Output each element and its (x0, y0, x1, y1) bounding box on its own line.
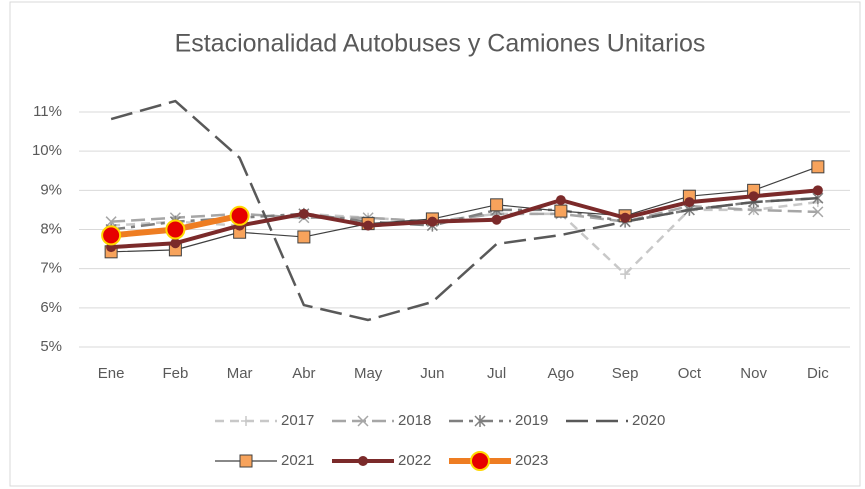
x-tick-label: Jul (487, 365, 506, 382)
x-tick-label: Nov (740, 365, 767, 382)
series-marker-part (297, 230, 311, 244)
x-tick-label: Sep (612, 365, 639, 382)
series-marker (811, 160, 825, 174)
legend-marker (357, 415, 369, 427)
x-tick-label: Mar (227, 365, 253, 382)
series-marker-part (105, 216, 117, 228)
series-marker-part (684, 197, 695, 208)
y-tick-label: 7% (40, 260, 62, 277)
legend-label: 2022 (398, 452, 431, 469)
series-marker (101, 225, 122, 246)
x-tick-label: Feb (162, 365, 188, 382)
series-marker-part (812, 185, 823, 196)
x-tick-label: Oct (678, 365, 702, 382)
legend-marker (241, 416, 251, 426)
legend-marker (239, 454, 253, 468)
series-marker-part (170, 238, 181, 249)
legend-label: 2017 (281, 412, 314, 429)
series-marker-part (555, 195, 566, 206)
series-marker (105, 216, 117, 228)
series-marker (363, 220, 374, 231)
legend-label: 2023 (515, 452, 548, 469)
legend-label: 2018 (398, 412, 431, 429)
y-tick-label: 6% (40, 299, 62, 316)
series-marker-part (165, 219, 186, 240)
series-line (110, 99, 818, 322)
legend-marker (358, 456, 368, 466)
series-marker-part (491, 214, 502, 225)
series-marker-part (554, 204, 568, 218)
series-marker (298, 208, 309, 219)
series-marker-part (490, 198, 504, 212)
y-tick-label: 11% (33, 103, 62, 120)
series-marker (748, 191, 759, 202)
legend-marker-part (470, 451, 490, 471)
series-marker-part (620, 212, 631, 223)
legend-marker-part (358, 456, 368, 466)
series-marker (554, 204, 568, 218)
series-marker-part (811, 160, 825, 174)
legend-marker (474, 415, 486, 427)
series-marker (229, 205, 250, 226)
series-marker (748, 204, 760, 216)
series-marker (491, 214, 502, 225)
x-tick-label: May (354, 365, 383, 382)
series-marker (812, 185, 823, 196)
x-tick-label: Jun (420, 365, 444, 382)
y-tick-label: 9% (40, 181, 62, 198)
series-marker (427, 216, 438, 227)
legend-marker-part (357, 415, 369, 427)
series-marker-part (620, 269, 631, 280)
y-tick-label: 5% (40, 338, 62, 355)
series-marker-part (812, 206, 824, 218)
series-marker (165, 219, 186, 240)
series-marker (812, 206, 824, 218)
series-marker (490, 198, 504, 212)
x-tick-label: Dic (807, 365, 829, 382)
series-marker (620, 212, 631, 223)
series-marker-part (427, 216, 438, 227)
legend-marker (470, 451, 490, 471)
legend-marker-part (239, 454, 253, 468)
series-line (111, 188, 819, 250)
series-marker (297, 230, 311, 244)
y-tick-label: 10% (32, 142, 62, 159)
legend-marker-part (241, 416, 251, 426)
legend-label: 2021 (281, 452, 314, 469)
legend-marker-part (474, 415, 486, 427)
y-tick-label: 8% (40, 220, 62, 237)
series-marker (170, 238, 181, 249)
series-marker (684, 197, 695, 208)
series-line (111, 166, 819, 253)
x-tick-label: Abr (292, 365, 315, 382)
series-marker-part (298, 208, 309, 219)
chart-title: Estacionalidad Autobuses y Camiones Unit… (175, 30, 706, 58)
series-marker-part (229, 205, 250, 226)
x-tick-label: Ago (548, 365, 575, 382)
series-marker-part (363, 220, 374, 231)
series-marker-part (101, 225, 122, 246)
series-marker-part (748, 204, 760, 216)
legend-label: 2019 (515, 412, 548, 429)
series-marker (620, 269, 631, 280)
x-tick-label: Ene (98, 365, 125, 382)
series-marker-part (748, 191, 759, 202)
legend-label: 2020 (632, 412, 665, 429)
series-marker (555, 195, 566, 206)
series-line (111, 204, 818, 223)
